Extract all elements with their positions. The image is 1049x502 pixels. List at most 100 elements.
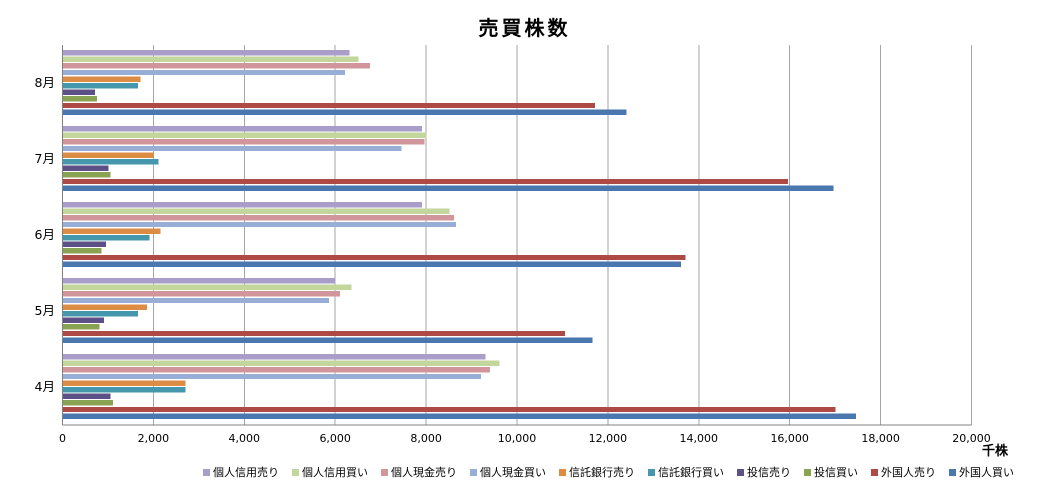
legend-label: 個人信用買い — [302, 466, 368, 479]
x-tick-label: 18,000 — [861, 432, 900, 445]
x-tick-label: 2,000 — [138, 432, 170, 445]
bar-個人信用売り-8月 — [63, 50, 350, 56]
bar-個人現金買い-8月 — [63, 69, 345, 76]
legend-label: 信託銀行買い — [658, 466, 724, 479]
legend-swatch — [559, 468, 566, 476]
legend-label: 個人現金売り — [391, 466, 457, 479]
legend: 個人信用売り 個人信用買い 個人現金売り 個人現金買い 信託銀行売り 信託銀行買い 投信売り… — [168, 464, 1049, 480]
bar-信託銀行売り-5月 — [63, 304, 148, 310]
legend-item: 個人現金売り — [381, 464, 457, 480]
bar-投信買い-5月 — [63, 324, 100, 330]
bar-個人現金買い-7月 — [63, 145, 402, 152]
legend-item: 投信売り — [737, 464, 791, 480]
bar-投信売り-6月 — [63, 241, 107, 247]
x-tick-label: 16,000 — [770, 432, 809, 445]
bar-投信売り-5月 — [63, 317, 104, 323]
bar-個人現金売り-4月 — [63, 367, 491, 373]
legend-item: 外国人買い — [949, 464, 1014, 480]
bar-外国人買い-6月 — [63, 261, 682, 267]
bar-個人信用売り-6月 — [63, 202, 423, 208]
x-tick-label: 4,000 — [229, 432, 261, 445]
bar-投信買い-4月 — [63, 400, 113, 406]
legend-swatch — [470, 468, 477, 476]
x-tick-label: 14,000 — [680, 432, 719, 445]
legend-item: 個人信用買い — [292, 464, 368, 480]
legend-item: 個人現金買い — [470, 464, 546, 480]
legend-swatch — [949, 468, 956, 476]
bar-外国人買い-5月 — [63, 337, 593, 343]
bar-信託銀行買い-6月 — [63, 235, 150, 241]
bar-個人信用売り-5月 — [63, 278, 336, 284]
legend-item: 外国人売り — [871, 464, 936, 480]
bar-個人現金売り-6月 — [63, 215, 454, 221]
bar-信託銀行買い-4月 — [63, 387, 186, 393]
x-tick-label: 12,000 — [589, 432, 628, 445]
legend-swatch — [381, 468, 388, 476]
y-category-label: 7月 — [35, 151, 55, 166]
bar-外国人売り-4月 — [63, 406, 836, 413]
legend-swatch — [737, 468, 744, 476]
bar-個人現金売り-8月 — [63, 63, 370, 69]
bar-外国人売り-6月 — [63, 254, 686, 261]
bar-投信売り-4月 — [63, 393, 111, 399]
bar-外国人売り-5月 — [63, 330, 566, 337]
bar-個人信用売り-7月 — [63, 126, 423, 132]
bar-投信売り-7月 — [63, 165, 109, 171]
legend-label: 個人信用売り — [213, 466, 279, 479]
bar-個人現金買い-4月 — [63, 373, 482, 380]
legend-item: 個人信用売り — [203, 464, 279, 480]
y-category-label: 4月 — [35, 379, 55, 394]
legend-label: 投信買い — [814, 466, 858, 479]
bar-外国人売り-7月 — [63, 178, 788, 185]
bar-投信買い-7月 — [63, 172, 111, 178]
bar-外国人買い-8月 — [63, 109, 627, 115]
x-tick-label: 6,000 — [319, 432, 351, 445]
bar-投信買い-6月 — [63, 248, 102, 254]
bar-投信売り-8月 — [63, 89, 95, 95]
legend-item: 信託銀行買い — [648, 464, 724, 480]
bar-投信買い-8月 — [63, 96, 98, 102]
bar-個人信用買い-6月 — [63, 208, 450, 214]
bar-個人現金買い-6月 — [63, 221, 457, 228]
bar-外国人買い-7月 — [63, 185, 834, 191]
legend-swatch — [292, 468, 299, 476]
y-category-label: 8月 — [35, 75, 55, 90]
bar-個人現金買い-5月 — [63, 297, 329, 304]
chart-title: 売買株数 — [478, 16, 571, 40]
bar-個人信用買い-7月 — [63, 132, 427, 138]
legend-label: 信託銀行売り — [569, 466, 635, 479]
legend-swatch — [871, 468, 878, 476]
axis-unit-label: 千株 — [981, 444, 1008, 459]
x-tick-label: 8,000 — [410, 432, 442, 445]
bar-個人信用買い-8月 — [63, 56, 359, 62]
y-category-label: 5月 — [35, 303, 55, 318]
bar-外国人買い-4月 — [63, 413, 857, 419]
bar-信託銀行買い-8月 — [63, 83, 138, 89]
y-category-label: 6月 — [35, 227, 55, 242]
bar-信託銀行売り-7月 — [63, 152, 154, 158]
bar-信託銀行売り-6月 — [63, 228, 161, 234]
bar-信託銀行売り-4月 — [63, 380, 186, 386]
x-tick-label: 0 — [59, 432, 66, 445]
bar-個人信用買い-4月 — [63, 360, 500, 366]
bar-個人現金売り-7月 — [63, 139, 425, 145]
legend-item: 投信買い — [804, 464, 858, 480]
x-tick-label: 10,000 — [498, 432, 537, 445]
legend-label: 外国人買い — [959, 466, 1014, 479]
legend-item: 信託銀行売り — [559, 464, 635, 480]
bar-信託銀行売り-8月 — [63, 76, 141, 82]
legend-label: 投信売り — [747, 466, 791, 479]
legend-label: 外国人売り — [881, 466, 936, 479]
bar-個人信用買い-5月 — [63, 284, 352, 290]
bar-個人信用売り-4月 — [63, 354, 486, 360]
bar-外国人売り-8月 — [63, 102, 595, 109]
x-tick-label: 20,000 — [952, 432, 991, 445]
bar-信託銀行買い-7月 — [63, 159, 159, 165]
legend-swatch — [804, 468, 811, 476]
legend-swatch — [648, 468, 655, 476]
legend-label: 個人現金買い — [480, 466, 546, 479]
legend-swatch — [203, 468, 210, 476]
bar-信託銀行買い-5月 — [63, 311, 138, 317]
